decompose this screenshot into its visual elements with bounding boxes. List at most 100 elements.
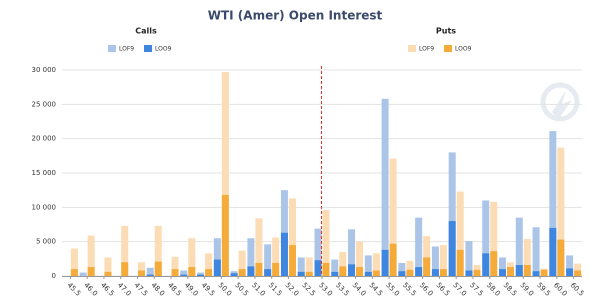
x-tick-label: 53.0 — [317, 281, 334, 298]
bar — [456, 191, 464, 276]
x-tick-label: 49.0 — [183, 281, 200, 298]
bar — [482, 200, 490, 276]
x-tick-label: 59.5 — [535, 281, 552, 298]
bar — [381, 98, 389, 276]
bar — [104, 257, 112, 276]
bar — [272, 237, 280, 276]
y-tick-label: 5 000 — [36, 238, 56, 246]
bar — [515, 265, 523, 276]
bar — [331, 271, 339, 276]
bar — [146, 274, 154, 276]
x-tick-label: 48.5 — [166, 281, 183, 298]
bar — [238, 250, 246, 276]
bar — [205, 269, 213, 276]
bar — [180, 270, 188, 276]
bar — [499, 269, 507, 276]
x-tick-label: 45.5 — [66, 281, 83, 298]
bar — [221, 194, 229, 276]
bar — [515, 217, 523, 276]
x-tick-label: 47.5 — [133, 281, 150, 298]
bar — [205, 253, 213, 276]
bar — [532, 227, 540, 276]
x-tick-label: 48.0 — [149, 281, 166, 298]
bar — [423, 257, 431, 276]
bar — [213, 259, 221, 276]
x-tick-label: 55.0 — [384, 281, 401, 298]
bar — [314, 260, 322, 276]
bar — [264, 269, 272, 276]
bar — [171, 269, 179, 276]
x-tick-label: 53.5 — [334, 281, 351, 298]
bar — [280, 232, 288, 276]
y-tick-label: 0 — [52, 272, 56, 280]
bar — [398, 271, 406, 276]
bar — [398, 262, 406, 276]
x-tick-label: 54.5 — [367, 281, 384, 298]
bar — [230, 273, 238, 276]
x-tick-label: 52.5 — [300, 281, 317, 298]
bar — [297, 257, 305, 276]
bar — [507, 267, 515, 276]
bar — [490, 251, 498, 276]
bar — [473, 269, 481, 276]
bar — [448, 152, 456, 276]
bar — [322, 210, 330, 276]
y-tick-label: 30 000 — [32, 66, 57, 74]
bar — [247, 238, 255, 276]
bar — [104, 271, 112, 276]
bar — [406, 260, 414, 276]
bar — [549, 227, 557, 276]
bar — [356, 241, 364, 276]
bar — [566, 255, 574, 276]
bar — [137, 262, 145, 276]
bar — [121, 225, 129, 276]
x-tick-label: 60.5 — [569, 281, 586, 298]
bar — [339, 266, 347, 276]
bar — [523, 238, 531, 276]
bar — [322, 262, 330, 276]
y-tick-label: 10 000 — [32, 203, 57, 211]
bar — [381, 249, 389, 276]
x-tick-label: 59.0 — [518, 281, 535, 298]
bar — [154, 261, 162, 276]
bar — [490, 201, 498, 276]
x-tick-label: 60.0 — [552, 281, 569, 298]
bar — [448, 221, 456, 276]
bar — [197, 274, 205, 276]
bar — [465, 240, 473, 276]
x-tick-label: 56.0 — [418, 281, 435, 298]
bar — [255, 218, 263, 276]
bar — [188, 238, 196, 276]
bar — [439, 269, 447, 276]
bar — [87, 267, 95, 276]
bar — [566, 268, 574, 276]
bar — [574, 270, 582, 276]
bar — [188, 267, 196, 276]
x-tick-label: 56.5 — [435, 281, 452, 298]
bar — [272, 262, 280, 276]
legend-swatch — [144, 45, 152, 52]
x-tick-label: 51.0 — [250, 281, 267, 298]
bar — [482, 253, 490, 276]
bar — [431, 246, 439, 276]
legend-label: LOO9 — [155, 46, 172, 53]
chart-title: WTI (Amer) Open Interest — [208, 9, 383, 23]
legend-swatch — [444, 45, 452, 52]
y-tick-label: 25 000 — [32, 100, 57, 108]
bar — [238, 269, 246, 276]
bar — [305, 271, 313, 276]
bar — [574, 263, 582, 276]
bar — [87, 235, 95, 276]
bar — [540, 269, 548, 276]
x-tick-label: 51.5 — [267, 281, 284, 298]
bar — [456, 249, 464, 276]
bar — [364, 255, 372, 276]
y-tick-label: 15 000 — [32, 169, 57, 177]
x-tick-label: 46.5 — [99, 281, 116, 298]
bar — [288, 245, 296, 276]
bar — [305, 257, 313, 276]
bar — [415, 267, 423, 276]
bar — [389, 243, 397, 276]
bar — [171, 256, 179, 276]
